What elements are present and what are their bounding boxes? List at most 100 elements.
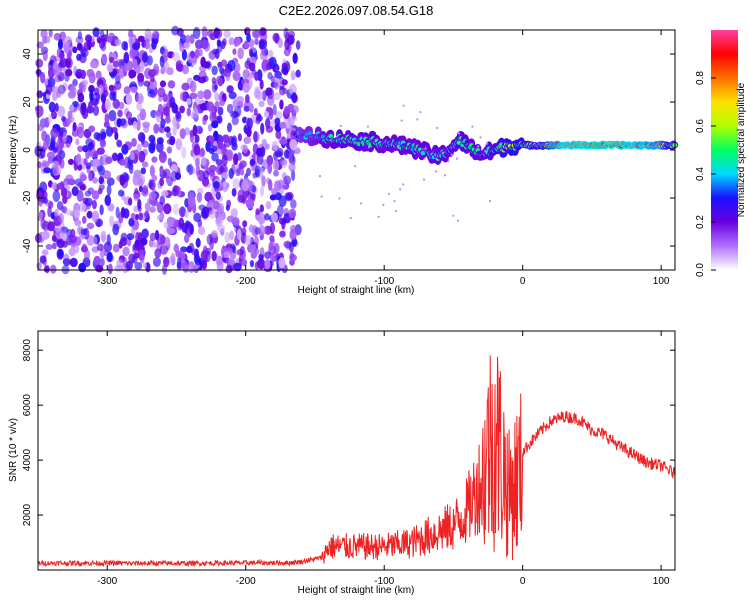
- spectrogram-noise-cell: [253, 235, 259, 247]
- spectrogram-noise-cell: [84, 197, 93, 207]
- spectrogram-noise-cell: [65, 174, 74, 184]
- spectrogram-noise-cell: [212, 181, 221, 189]
- spectrogram-noise-cell: [92, 158, 100, 167]
- spectrogram-noise-cell: [131, 225, 136, 236]
- spectrogram-noise-cell: [42, 139, 49, 151]
- spectrogram-noise-cell: [275, 130, 282, 140]
- spectrogram-noise-cell: [268, 56, 277, 69]
- spectrogram-noise-cell: [88, 170, 93, 182]
- spectrogram-noise-cell: [63, 42, 70, 54]
- spectrogram-noise-cell: [77, 225, 82, 235]
- spectrogram-noise-cell: [193, 144, 201, 156]
- spectrogram-noise-cell: [247, 72, 256, 79]
- spectrogram-noise-cell: [189, 92, 198, 100]
- spectrogram-noise-cell: [241, 259, 248, 267]
- spectrogram-noise-cell: [141, 228, 149, 239]
- spectrogram-noise-cell: [235, 168, 241, 177]
- spectrogram-noise-cell: [283, 175, 292, 185]
- y-tick-label: 20: [22, 96, 33, 108]
- spectrogram-noise-cell: [215, 159, 223, 166]
- spectrogram-noise-cell: [133, 205, 139, 213]
- spectrogram-noise-cell: [227, 122, 232, 133]
- spectrogram-noise-cell: [260, 122, 265, 135]
- spectrogram-noise-cell: [96, 243, 104, 252]
- spectrogram-noise-cell: [215, 115, 222, 124]
- spectrogram-noise-cell: [87, 39, 92, 51]
- spectrogram-noise-cell: [249, 260, 255, 268]
- spectrogram-noise-cell: [222, 181, 227, 188]
- spectrogram-noise-cell: [159, 195, 166, 206]
- spectrogram-noise-cell: [289, 138, 298, 151]
- x-tick-label: 0: [520, 576, 526, 587]
- y-tick-label: -40: [22, 238, 33, 253]
- spectrogram-scatter-cell: [450, 153, 453, 156]
- spectrogram-noise-cell: [292, 94, 299, 103]
- spectrogram-scatter-cell: [354, 165, 357, 168]
- spectrogram-noise-cell: [258, 253, 264, 261]
- spectrogram-noise-cell: [92, 177, 99, 184]
- spectrogram-noise-cell: [221, 154, 228, 166]
- spectrogram-noise-cell: [109, 215, 115, 227]
- spectrogram-noise-cell: [133, 193, 139, 201]
- spectrogram-noise-cell: [59, 150, 66, 160]
- spectrogram-noise-cell: [208, 199, 214, 207]
- spectrogram-noise-cell: [159, 80, 167, 88]
- spectrogram-noise-cell: [206, 233, 213, 245]
- spectrogram-noise-cell: [56, 90, 62, 98]
- spectrogram-noise-cell: [63, 35, 73, 46]
- spectrogram-noise-cell: [264, 251, 272, 260]
- spectrogram-noise-cell: [279, 121, 287, 129]
- spectrogram-scatter-cell: [447, 160, 450, 163]
- spectrogram-noise-cell: [291, 105, 299, 114]
- spectrogram-noise-cell: [225, 204, 230, 211]
- spectrogram-noise-cell: [77, 92, 85, 103]
- colorbar-scale: [711, 30, 738, 270]
- spectrogram-noise-cell: [42, 160, 50, 168]
- spectrogram-noise-cell: [41, 130, 48, 142]
- spectrogram-noise-cell: [149, 206, 156, 213]
- spectrogram-noise-cell: [72, 122, 77, 132]
- spectrogram-noise-cell: [97, 188, 103, 195]
- spectrogram-noise-cell: [269, 222, 276, 235]
- spectrogram-noise-cell: [217, 141, 223, 150]
- spectrogram-noise-cell: [125, 260, 133, 271]
- spectrogram-noise-cell: [192, 124, 198, 137]
- spectrogram-noise-cell: [164, 126, 171, 133]
- spectrogram-noise-cell: [170, 170, 178, 182]
- spectrogram-noise-cell: [237, 152, 242, 161]
- spectrogram-noise-cell: [213, 27, 220, 39]
- spectrogram-noise-cell: [43, 167, 52, 174]
- x-tick-label: -100: [374, 276, 394, 287]
- spectrogram-noise-cell: [118, 189, 125, 197]
- spectrogram-noise-cell: [89, 70, 94, 79]
- spectrogram-noise-cell: [189, 223, 194, 235]
- spectrogram-noise-cell: [98, 38, 106, 50]
- spectrogram-noise-cell: [228, 168, 234, 179]
- y-tick-label: 8000: [22, 339, 33, 362]
- spectrogram-noise-cell: [235, 37, 241, 46]
- spectrogram-noise-cell: [249, 48, 254, 58]
- spectrogram-noise-cell: [74, 219, 82, 227]
- spectrogram-noise-cell: [123, 208, 130, 219]
- spectrogram-noise-cell: [194, 258, 202, 266]
- spectrogram-noise-cell: [258, 100, 265, 108]
- spectrogram-noise-cell: [112, 98, 121, 109]
- spectrogram-noise-cell: [85, 162, 92, 170]
- spectrogram-noise-cell: [49, 140, 55, 150]
- spectrogram-noise-cell: [190, 50, 196, 59]
- spectrogram-noise-cell: [138, 212, 144, 221]
- spectrogram-noise-cell: [167, 80, 176, 89]
- spectrogram-noise-cell: [167, 227, 176, 235]
- y-tick-label: 2000: [22, 503, 33, 526]
- spectrogram-noise-cell: [39, 255, 47, 264]
- spectrogram-noise-cell: [81, 243, 88, 252]
- spectrogram-noise-cell: [259, 185, 265, 197]
- spectrogram-noise-cell: [172, 185, 179, 197]
- spectrogram-noise-cell: [179, 105, 185, 114]
- colorbar-tick-label: 0.4: [695, 167, 706, 181]
- spectrogram-noise-cell: [140, 167, 147, 175]
- spectrogram-noise-cell: [40, 218, 47, 230]
- spectrogram-noise-cell: [259, 79, 264, 90]
- colorbar-ticks: 0.0 0.2 0.4 0.6 0.8: [695, 71, 716, 277]
